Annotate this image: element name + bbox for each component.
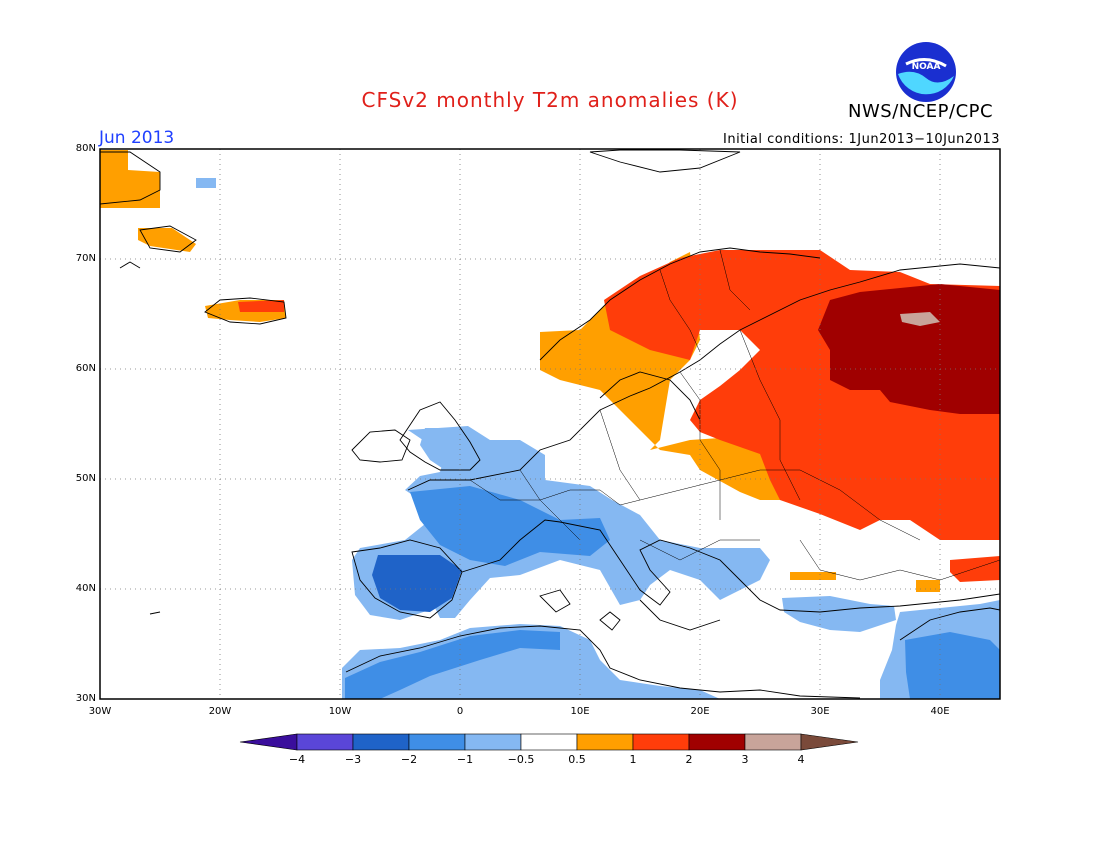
colorbar-label: 4: [797, 753, 805, 766]
cold-region-uk: [420, 428, 488, 470]
lat-tick-40n: 40N: [75, 583, 96, 594]
lon-tick-10e: 10E: [570, 706, 590, 717]
lon-tick-10w: 10W: [328, 706, 352, 717]
lat-tick-80n: 80N: [75, 143, 96, 154]
coastlines: [100, 149, 1000, 699]
warm-region-svalbard: [100, 150, 160, 208]
colorbar-label: 1: [629, 753, 637, 766]
colorbar-swatch: [408, 733, 466, 751]
cold-region-middle-east-core: [905, 632, 1000, 699]
country-borders: [469, 249, 1000, 581]
warm-region-anatolia: [790, 572, 836, 580]
colorbar-swatch: [688, 733, 746, 751]
cold-region-turkey: [782, 596, 896, 632]
noaa-logo-text: NOAA: [912, 62, 941, 72]
lat-tick-60n: 60N: [75, 363, 96, 374]
colorbar-label: −2: [400, 753, 418, 766]
colorbar-swatch: [464, 733, 522, 751]
colorbar-label: −0.5: [507, 753, 535, 766]
agency-label: NWS/NCEP/CPC: [848, 101, 994, 122]
colorbar: [239, 733, 859, 751]
lat-tick-30n: 30N: [75, 693, 96, 704]
colorbar-swatch: [632, 733, 690, 751]
noaa-logo: NOAA: [896, 42, 956, 102]
lon-tick-0: 0: [456, 706, 464, 717]
cold-region-morocco: [345, 630, 560, 699]
colorbar-swatch: [296, 733, 354, 751]
colorbar-label: −1: [456, 753, 474, 766]
map-frame: [99, 148, 1001, 700]
lon-tick-20w: 20W: [208, 706, 232, 717]
colorbar-label: 3: [741, 753, 749, 766]
graticule: [100, 149, 1000, 699]
initial-conditions: Initial conditions: 1Jun2013−10Jun2013: [723, 132, 1000, 147]
colorbar-label: 2: [685, 753, 693, 766]
cold-region-france: [410, 486, 610, 566]
colorbar-swatch: [520, 733, 578, 751]
lat-tick-50n: 50N: [75, 473, 96, 484]
colorbar-arrow-high: [800, 733, 859, 751]
warm-region-caspian: [916, 580, 940, 592]
warm-region-tan: [900, 312, 940, 326]
lat-tick-70n: 70N: [75, 253, 96, 264]
warm-region-iceland-core: [238, 300, 284, 312]
colorbar-swatch: [576, 733, 634, 751]
cold-region-iberia: [372, 555, 462, 612]
colorbar-swatches: [239, 733, 859, 751]
map-title: CFSv2 monthly T2m anomalies (K): [361, 88, 739, 112]
lon-tick-30e: 30E: [810, 706, 830, 717]
colorbar-arrow-low: [239, 733, 298, 751]
forecast-month: Jun 2013: [99, 128, 175, 148]
lon-tick-20e: 20E: [690, 706, 710, 717]
lon-tick-40e: 40E: [930, 706, 950, 717]
warm-region-caucasus: [950, 556, 1000, 582]
colorbar-swatch: [352, 733, 410, 751]
lon-tick-30w: 30W: [88, 706, 112, 717]
colorbar-swatch: [744, 733, 802, 751]
colorbar-label: 0.5: [568, 753, 586, 766]
warm-region-dark-red: [818, 284, 1000, 414]
colorbar-label: −3: [344, 753, 362, 766]
colorbar-label: −4: [288, 753, 306, 766]
warm-region-jan-mayen: [138, 228, 196, 252]
cold-region-greenland: [196, 178, 216, 188]
